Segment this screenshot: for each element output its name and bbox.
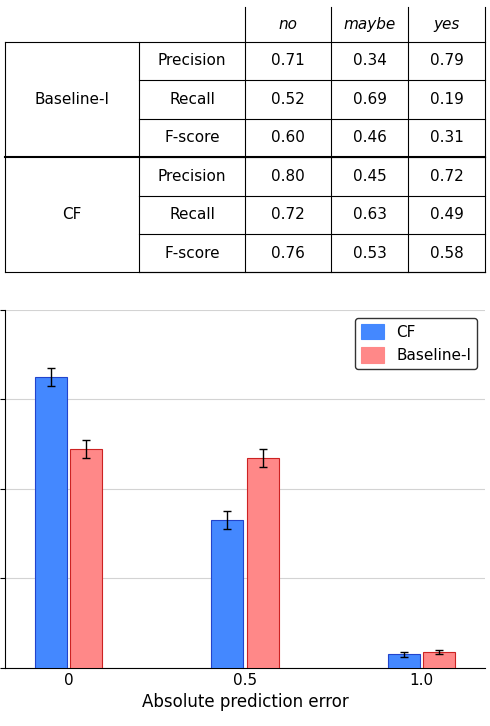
- Text: Recall: Recall: [169, 92, 215, 107]
- Text: 0.34: 0.34: [353, 54, 387, 68]
- Text: 0.72: 0.72: [271, 208, 305, 222]
- Text: no: no: [279, 17, 298, 32]
- Text: Baseline-I: Baseline-I: [35, 92, 110, 107]
- Bar: [388, 655, 420, 668]
- Legend: CF, Baseline-I: CF, Baseline-I: [355, 317, 477, 370]
- Text: Precision: Precision: [158, 54, 226, 68]
- Text: 0.31: 0.31: [430, 131, 464, 145]
- Text: 0.72: 0.72: [430, 169, 464, 184]
- Text: 0.60: 0.60: [271, 131, 305, 145]
- Bar: [70, 449, 102, 668]
- Text: yes: yes: [434, 17, 460, 32]
- Text: 0.69: 0.69: [353, 92, 387, 107]
- Text: 0.49: 0.49: [430, 208, 464, 222]
- Text: 0.80: 0.80: [271, 169, 305, 184]
- Text: 0.76: 0.76: [271, 245, 305, 261]
- Text: CF: CF: [62, 208, 82, 222]
- Text: 0.71: 0.71: [271, 54, 305, 68]
- Text: 0.58: 0.58: [430, 245, 464, 261]
- Text: 0.46: 0.46: [353, 131, 387, 145]
- Text: 0.63: 0.63: [353, 208, 387, 222]
- Bar: [423, 652, 455, 668]
- Text: 0.79: 0.79: [430, 54, 464, 68]
- Text: 0.52: 0.52: [271, 92, 305, 107]
- Text: Precision: Precision: [158, 169, 226, 184]
- X-axis label: Absolute prediction error: Absolute prediction error: [142, 693, 348, 711]
- Text: 0.53: 0.53: [353, 245, 387, 261]
- Bar: [212, 521, 243, 668]
- Text: Recall: Recall: [169, 208, 215, 222]
- Bar: [35, 377, 67, 668]
- Text: F-score: F-score: [164, 245, 220, 261]
- Text: 0.45: 0.45: [353, 169, 387, 184]
- Text: 0.19: 0.19: [430, 92, 464, 107]
- Text: F-score: F-score: [164, 131, 220, 145]
- Bar: [247, 457, 278, 668]
- Text: maybe: maybe: [343, 17, 396, 32]
